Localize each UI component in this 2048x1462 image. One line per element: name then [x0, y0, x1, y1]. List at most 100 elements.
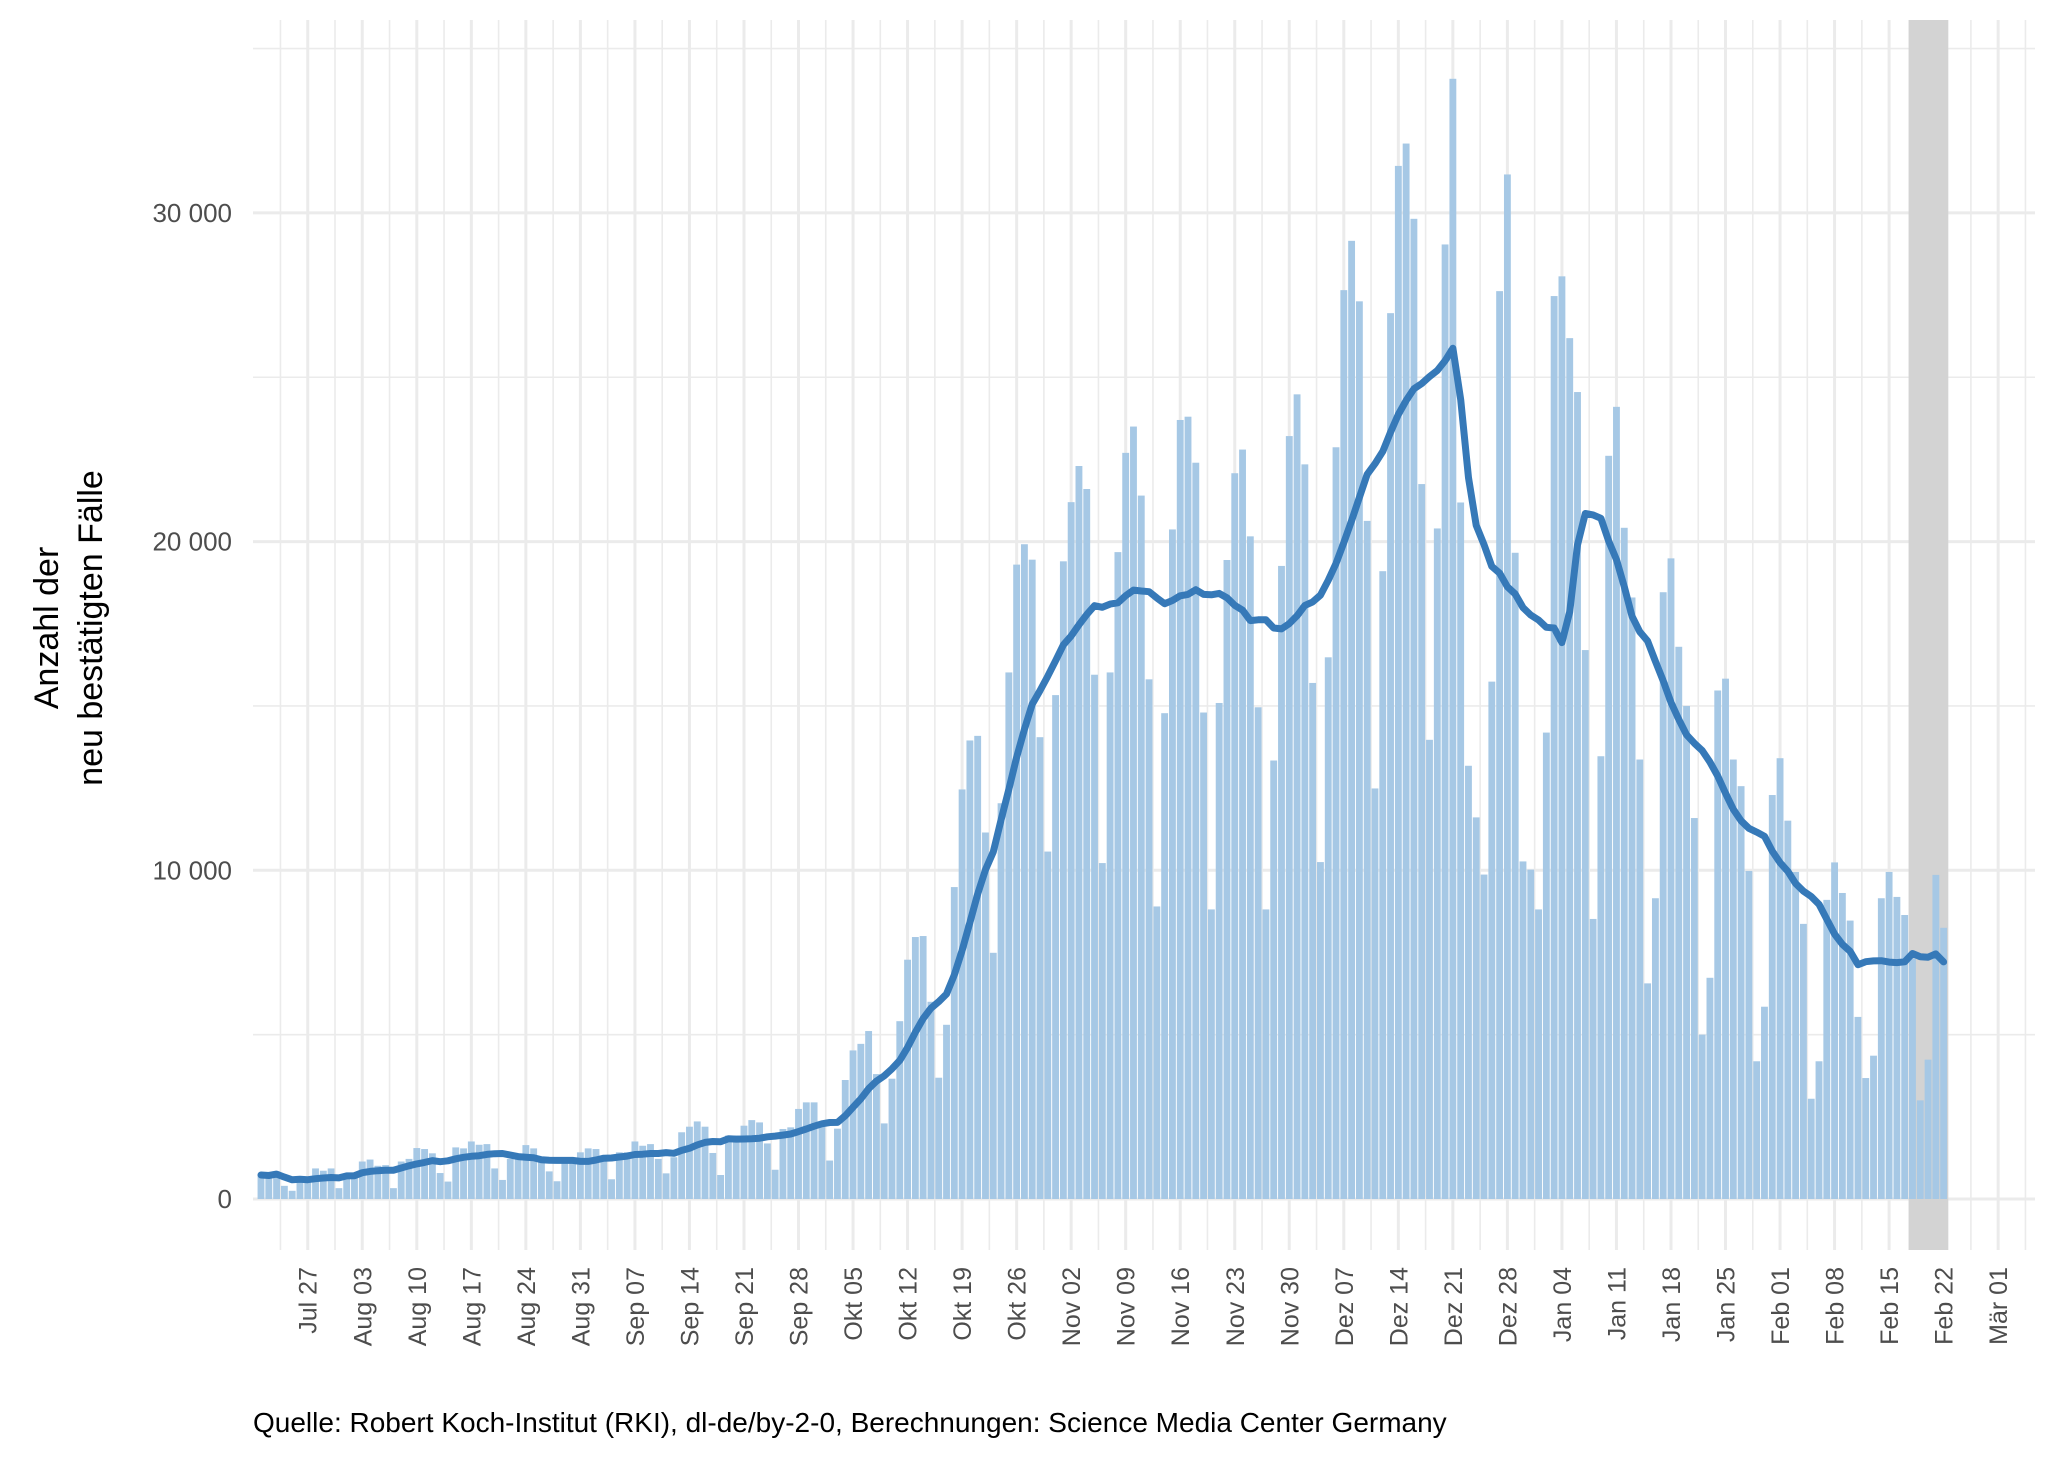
- daily-cases-bar: [1909, 958, 1916, 1199]
- daily-cases-bar: [296, 1175, 304, 1199]
- x-tick-label: Feb 08: [1822, 1267, 1850, 1345]
- daily-cases-bar: [1192, 462, 1200, 1199]
- daily-cases-bar: [413, 1148, 421, 1199]
- daily-cases-bar: [1067, 502, 1075, 1199]
- daily-cases-bar: [911, 937, 919, 1199]
- daily-cases-bar: [1527, 869, 1535, 1199]
- daily-cases-bar: [1262, 909, 1270, 1199]
- daily-cases-bar: [872, 1074, 880, 1199]
- daily-cases-bar: [1270, 760, 1278, 1199]
- daily-cases-bar: [997, 803, 1005, 1199]
- daily-cases-bar: [1005, 672, 1013, 1199]
- daily-cases-bar: [405, 1158, 413, 1199]
- daily-cases-bar: [974, 735, 982, 1199]
- daily-cases-bar: [1098, 863, 1106, 1199]
- daily-cases-bar: [1644, 983, 1652, 1199]
- daily-cases-bar: [421, 1149, 429, 1199]
- daily-cases-bar: [1589, 918, 1597, 1199]
- x-tick-label: Okt 26: [1004, 1267, 1032, 1341]
- daily-cases-bar: [397, 1161, 405, 1199]
- x-tick-label: Feb 01: [1767, 1267, 1795, 1345]
- x-tick-label: Sep 07: [622, 1267, 650, 1346]
- daily-cases-bar: [491, 1168, 499, 1199]
- daily-cases-bar: [647, 1144, 654, 1199]
- daily-cases-bar: [499, 1179, 506, 1199]
- daily-cases-bar: [1309, 682, 1317, 1199]
- daily-cases-bar: [1605, 455, 1613, 1199]
- daily-cases-bar: [1877, 898, 1885, 1199]
- daily-cases-bar: [1574, 392, 1581, 1199]
- daily-cases-bar: [1729, 759, 1737, 1199]
- daily-cases-bar: [390, 1188, 397, 1199]
- x-tick-label: Dez 21: [1440, 1267, 1468, 1346]
- daily-cases-bar: [1636, 759, 1644, 1199]
- daily-cases-bar: [1036, 737, 1044, 1199]
- x-tick-label: Sep 21: [731, 1267, 759, 1346]
- daily-cases-bar: [686, 1126, 693, 1199]
- daily-cases-bar: [841, 1080, 849, 1199]
- daily-cases-bar: [896, 1021, 904, 1199]
- daily-cases-bar: [1184, 416, 1192, 1200]
- daily-cases-bar: [709, 1152, 717, 1199]
- daily-cases-bar: [795, 1108, 802, 1199]
- rolling-average-series: [257, 344, 1948, 1184]
- daily-cases-bar: [1324, 657, 1332, 1199]
- daily-cases-bar: [1503, 174, 1511, 1199]
- daily-cases-bar: [740, 1125, 748, 1199]
- daily-cases-bar: [1020, 544, 1028, 1199]
- y-tick-label: 10 000: [152, 855, 232, 885]
- daily-cases-bar: [857, 1043, 865, 1199]
- daily-cases-bar: [1620, 527, 1628, 1199]
- daily-cases-bar: [1854, 1016, 1862, 1199]
- daily-cases-bar: [1542, 732, 1550, 1199]
- daily-cases-bar: [257, 1175, 265, 1199]
- daily-cases-bar: [351, 1174, 358, 1199]
- daily-cases-bar: [810, 1102, 818, 1199]
- y-tick-label: 0: [218, 1184, 232, 1214]
- daily-cases-bar: [382, 1165, 390, 1199]
- daily-cases-bar: [1683, 705, 1690, 1199]
- daily-cases-bar: [1083, 489, 1091, 1199]
- y-axis-ticks: 0 10 000 20 000 30 000: [152, 198, 232, 1214]
- daily-cases-bar: [834, 1128, 841, 1199]
- daily-cases-bar: [1169, 529, 1176, 1199]
- daily-cases-bar: [1706, 977, 1714, 1199]
- x-tick-label: Dez 07: [1331, 1267, 1359, 1346]
- daily-cases-bar: [1714, 690, 1722, 1199]
- daily-cases-bar: [1488, 681, 1496, 1199]
- daily-cases-bar: [1106, 672, 1114, 1199]
- daily-cases-bar: [966, 740, 974, 1199]
- daily-cases-bar: [553, 1181, 561, 1199]
- daily-cases-bar: [670, 1157, 678, 1199]
- daily-cases-bar: [779, 1128, 787, 1199]
- daily-cases-bar: [1799, 923, 1807, 1199]
- daily-cases-bar: [1675, 646, 1683, 1199]
- daily-cases-bar: [1597, 756, 1605, 1199]
- daily-cases-bar: [1075, 465, 1083, 1199]
- daily-cases-bar: [444, 1181, 452, 1199]
- daily-cases-bar: [1558, 276, 1566, 1199]
- daily-cases-bar: [1870, 1055, 1877, 1199]
- daily-cases-bar: [1293, 394, 1301, 1199]
- daily-cases-bar: [1052, 695, 1060, 1199]
- x-tick-label: Nov 02: [1058, 1267, 1086, 1346]
- daily-cases-bar: [678, 1132, 686, 1199]
- daily-cases-bar: [1091, 674, 1098, 1199]
- x-tick-label: Jan 18: [1658, 1267, 1686, 1342]
- daily-cases-bar: [1613, 406, 1620, 1199]
- daily-cases-bar: [654, 1158, 662, 1199]
- daily-cases-bar: [1768, 795, 1776, 1199]
- x-tick-label: Sep 28: [786, 1267, 814, 1346]
- daily-cases-bar: [1722, 678, 1729, 1199]
- daily-cases-bar: [1807, 1098, 1815, 1199]
- daily-cases-bar: [701, 1126, 709, 1199]
- daily-cases-bar: [865, 1031, 873, 1199]
- daily-cases-bar: [1285, 436, 1293, 1200]
- daily-cases-bar: [1846, 920, 1854, 1199]
- daily-cases-bar: [1426, 739, 1433, 1199]
- daily-cases-bar: [631, 1141, 639, 1199]
- daily-cases-bar: [1348, 240, 1356, 1200]
- daily-cases-bar: [1355, 301, 1363, 1199]
- daily-cases-bar: [1550, 296, 1558, 1199]
- daily-cases-bar: [1387, 313, 1394, 1199]
